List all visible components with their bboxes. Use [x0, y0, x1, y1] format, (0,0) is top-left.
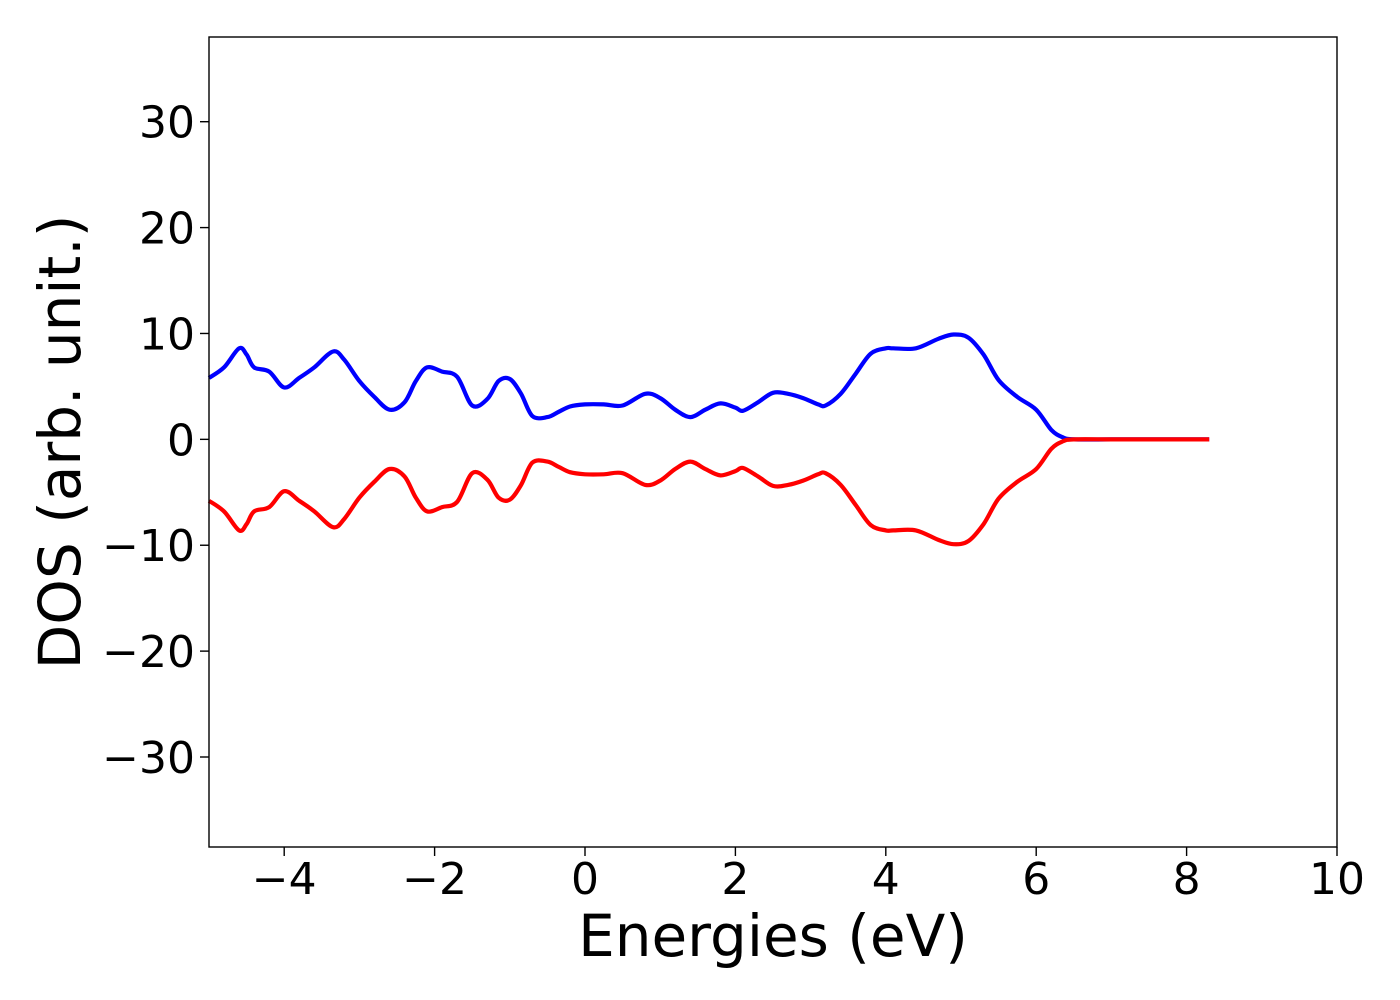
- y-tick-label: −20: [102, 627, 195, 678]
- series-layer: [207, 332, 1210, 547]
- x-tick-label: −2: [402, 854, 467, 905]
- y-tick-label: 30: [139, 98, 195, 149]
- x-tick-label: −4: [252, 854, 317, 905]
- y-tick-label: −10: [102, 521, 195, 572]
- x-tick-label: 6: [1022, 854, 1050, 905]
- y-axis-label: DOS (arb. unit.): [26, 215, 94, 670]
- y-tick-label: 20: [139, 204, 195, 255]
- y-tick-label: 10: [139, 309, 195, 360]
- y-tick-label: −30: [102, 733, 195, 784]
- x-tick-label: 8: [1173, 854, 1201, 905]
- x-axis-label: Energies (eV): [578, 902, 968, 970]
- x-tick-label: 10: [1309, 854, 1365, 905]
- series-line-2: [207, 437, 1210, 547]
- x-tick-label: 0: [571, 854, 599, 905]
- y-tick-label: 0: [167, 415, 195, 466]
- series-line-1: [207, 332, 1210, 442]
- x-tick-label: 4: [872, 854, 900, 905]
- x-tick-label: 2: [721, 854, 749, 905]
- plot-frame: [208, 36, 1338, 848]
